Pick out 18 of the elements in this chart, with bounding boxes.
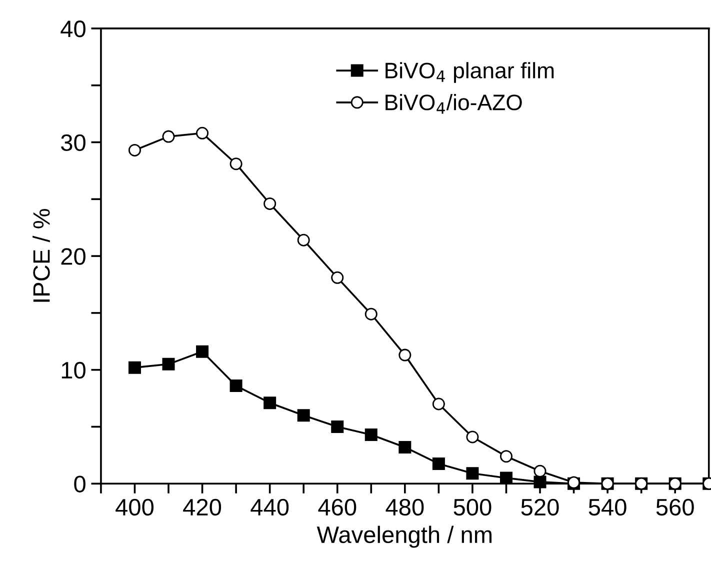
x-tick-label: 520 — [521, 498, 559, 516]
legend-label: BiVO$_{4}$/io-AZO — [386, 94, 522, 114]
y-tick-label: 20 — [61, 248, 86, 265]
x-tick-label: 440 — [250, 498, 289, 516]
y-tick-label: 40 — [60, 20, 86, 38]
y-axis-title: IPCE / % — [32, 209, 50, 302]
x-tick-label: 560 — [656, 498, 694, 516]
y-tick-label: 0 — [74, 476, 86, 492]
x-axis-title: Wavelength / nm — [316, 526, 492, 548]
x-tick-label: 500 — [454, 498, 492, 516]
x-tick-label: 540 — [588, 498, 626, 516]
y-tick-label: 10 — [62, 362, 86, 379]
x-tick-label: 460 — [318, 498, 356, 516]
x-tick-label: 420 — [183, 498, 222, 516]
x-tick-label: 400 — [116, 498, 154, 516]
y-tick-label: 30 — [61, 134, 86, 152]
x-tick-label: 480 — [386, 498, 424, 516]
legend-label: BiVO$_{4}$ planar film — [386, 62, 554, 83]
